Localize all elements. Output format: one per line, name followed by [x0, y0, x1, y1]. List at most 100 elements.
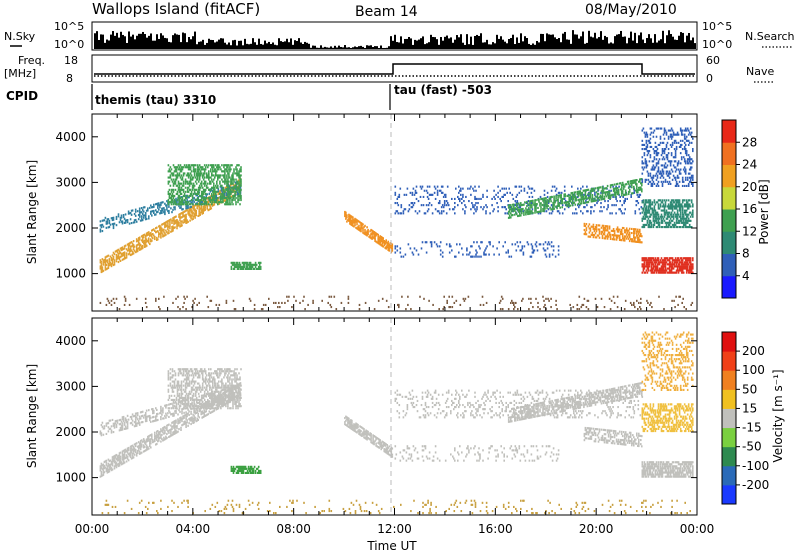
power-data-cell [682, 217, 685, 220]
power-data-cell [214, 194, 216, 197]
power-data-cell [641, 235, 643, 238]
power-data-cell [201, 190, 204, 193]
nsky-bar [170, 42, 172, 49]
power-data-cell [190, 214, 192, 217]
power-data-cell [101, 258, 104, 261]
power-data-cell [346, 216, 348, 219]
power-data-cell [679, 211, 682, 214]
power-data-cell [543, 306, 545, 309]
nsky-bar [136, 35, 138, 49]
power-data-cell [665, 223, 668, 226]
power-data-cell [625, 237, 628, 240]
power-data-cell [530, 255, 533, 258]
power-data-cell [609, 233, 612, 236]
nsky-bar [318, 47, 320, 49]
power-data-cell [238, 172, 240, 175]
power-data-cell [100, 266, 103, 269]
nsky-bar [510, 38, 512, 49]
power-data-cell [625, 233, 628, 236]
power-data-cell [112, 297, 115, 300]
power-data-cell [349, 222, 351, 225]
power-data-cell [202, 174, 205, 177]
power-data-cell [528, 206, 530, 209]
power-ytick-label: 3000 [55, 175, 86, 189]
power-data-cell [210, 168, 212, 171]
power-data-cell [665, 145, 668, 148]
power-data-cell [345, 217, 347, 220]
power-data-cell [637, 238, 639, 241]
power-data-cell [128, 242, 131, 245]
power-data-cell [650, 261, 653, 264]
power-data-cell [673, 221, 676, 224]
power-data-cell [658, 261, 661, 264]
power-data-cell [610, 189, 612, 192]
power-data-cell [142, 210, 145, 213]
power-data-cell [454, 197, 456, 200]
power-data-cell [543, 193, 546, 196]
power-data-cell [213, 192, 215, 195]
nsky-bar [406, 38, 408, 49]
power-data-cell [115, 254, 118, 257]
power-data-cell [649, 141, 652, 144]
power-data-cell [661, 148, 664, 151]
power-data-cell [150, 232, 152, 235]
power-data-cell [639, 239, 641, 242]
power-data-cell [196, 303, 198, 306]
power-data-cell [636, 191, 638, 194]
power-data-cell [674, 170, 677, 173]
power-data-cell [542, 243, 545, 246]
power-data-cell [244, 267, 247, 270]
power-data-cell [507, 249, 509, 252]
power-data-cell [134, 218, 137, 221]
power-data-cell [686, 205, 689, 208]
power-data-cell [445, 204, 448, 207]
power-data-cell [605, 229, 608, 232]
nsky-bar [244, 38, 246, 49]
power-data-cell [104, 264, 107, 267]
power-data-cell [229, 192, 231, 195]
power-data-cell [227, 186, 229, 189]
power-data-cell [378, 236, 380, 239]
power-data-cell [367, 231, 369, 234]
power-data-cell [204, 168, 207, 171]
power-data-cell [644, 259, 647, 262]
power-data-cell [110, 256, 113, 259]
power-data-cell [624, 231, 627, 234]
power-data-cell [620, 194, 623, 197]
power-data-cell [143, 243, 146, 246]
power-data-cell [686, 267, 689, 270]
power-data-cell [645, 160, 648, 163]
power-data-cell [592, 200, 595, 203]
power-data-cell [145, 244, 148, 247]
power-data-cell [349, 216, 351, 219]
power-data-cell [553, 201, 555, 204]
power-data-cell [112, 264, 115, 267]
power-data-cell [164, 213, 166, 216]
power-data-cell [328, 295, 331, 298]
power-data-cell [103, 219, 106, 222]
power-data-cell [394, 191, 397, 194]
power-data-cell [692, 213, 694, 216]
power-data-cell [683, 205, 686, 208]
power-data-cell [371, 229, 373, 232]
power-data-cell [453, 208, 455, 211]
power-data-cell [542, 203, 544, 206]
power-data-cell [202, 190, 205, 193]
power-data-cell [175, 178, 178, 181]
power-data-cell [451, 197, 453, 200]
power-data-cell [175, 221, 177, 224]
velocity-data-cell [103, 467, 106, 470]
nave-tick-top: 60 [706, 54, 720, 67]
power-data-cell [121, 222, 124, 225]
power-data-cell [674, 306, 676, 309]
power-data-cell [683, 199, 686, 202]
power-data-cell [669, 263, 672, 266]
power-data-cell [663, 129, 666, 132]
power-data-cell [624, 197, 626, 200]
power-data-cell [384, 240, 386, 243]
nsky-bar [446, 35, 448, 49]
power-data-cell [181, 197, 184, 200]
power-data-cell [141, 238, 144, 241]
power-data-cell [244, 261, 247, 264]
power-data-cell [188, 207, 190, 210]
